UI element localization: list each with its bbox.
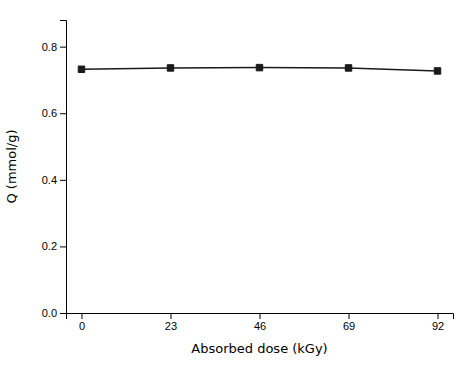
y-tick-mark (60, 313, 66, 314)
y-tick-mark (60, 47, 66, 48)
x-axis-title: Absorbed dose (kGy) (191, 341, 327, 356)
x-axis: 0 23 46 69 92 (67, 313, 454, 332)
y-axis-title: Q (mmol/g) (4, 129, 19, 203)
y-tick-label: 0.6 (42, 107, 57, 119)
x-tick-label: 23 (165, 320, 177, 332)
x-tick: 69 (343, 313, 355, 332)
x-tick-mark (438, 313, 439, 319)
x-tick-mark (349, 313, 350, 319)
y-tick-label: 0.4 (42, 174, 57, 186)
x-axis-line (67, 314, 454, 320)
x-tick: 46 (254, 313, 266, 332)
y-tick: 0.6 (42, 107, 66, 119)
y-tick-mark (60, 113, 66, 114)
x-tick-label: 69 (343, 320, 355, 332)
y-tick-label: 0.0 (42, 307, 57, 319)
x-tick-mark (81, 313, 82, 319)
x-tick: 0 (79, 313, 85, 332)
plot-area: 0 23 46 69 92 0.0 0.2 0.4 0.6 0.8 Absorbed dose (k… (4, 21, 454, 357)
data-point (256, 64, 262, 70)
data-point (167, 65, 173, 71)
y-tick: 0.8 (42, 41, 66, 53)
y-axis-line (60, 21, 67, 314)
x-tick-label: 46 (254, 320, 266, 332)
marks (78, 64, 441, 74)
chart: 0 23 46 69 92 0.0 0.2 0.4 0.6 0.8 Absorbed dose (k… (0, 0, 475, 365)
x-tick: 92 (432, 313, 444, 332)
x-tick: 23 (165, 313, 177, 332)
x-tick-label: 92 (432, 320, 444, 332)
data-point (345, 65, 351, 71)
x-tick-mark (260, 313, 261, 319)
y-tick: 0.2 (42, 240, 66, 252)
y-tick: 0.4 (42, 174, 66, 186)
y-tick: 0.0 (42, 307, 66, 319)
y-tick-mark (60, 246, 66, 247)
data-point (434, 68, 440, 74)
x-tick-mark (170, 313, 171, 319)
data-point (78, 66, 84, 72)
y-tick-label: 0.8 (42, 41, 57, 53)
y-tick-mark (60, 180, 66, 181)
x-tick-label: 0 (79, 320, 85, 332)
y-axis: 0.0 0.2 0.4 0.6 0.8 (42, 21, 67, 320)
y-tick-label: 0.2 (42, 240, 57, 252)
